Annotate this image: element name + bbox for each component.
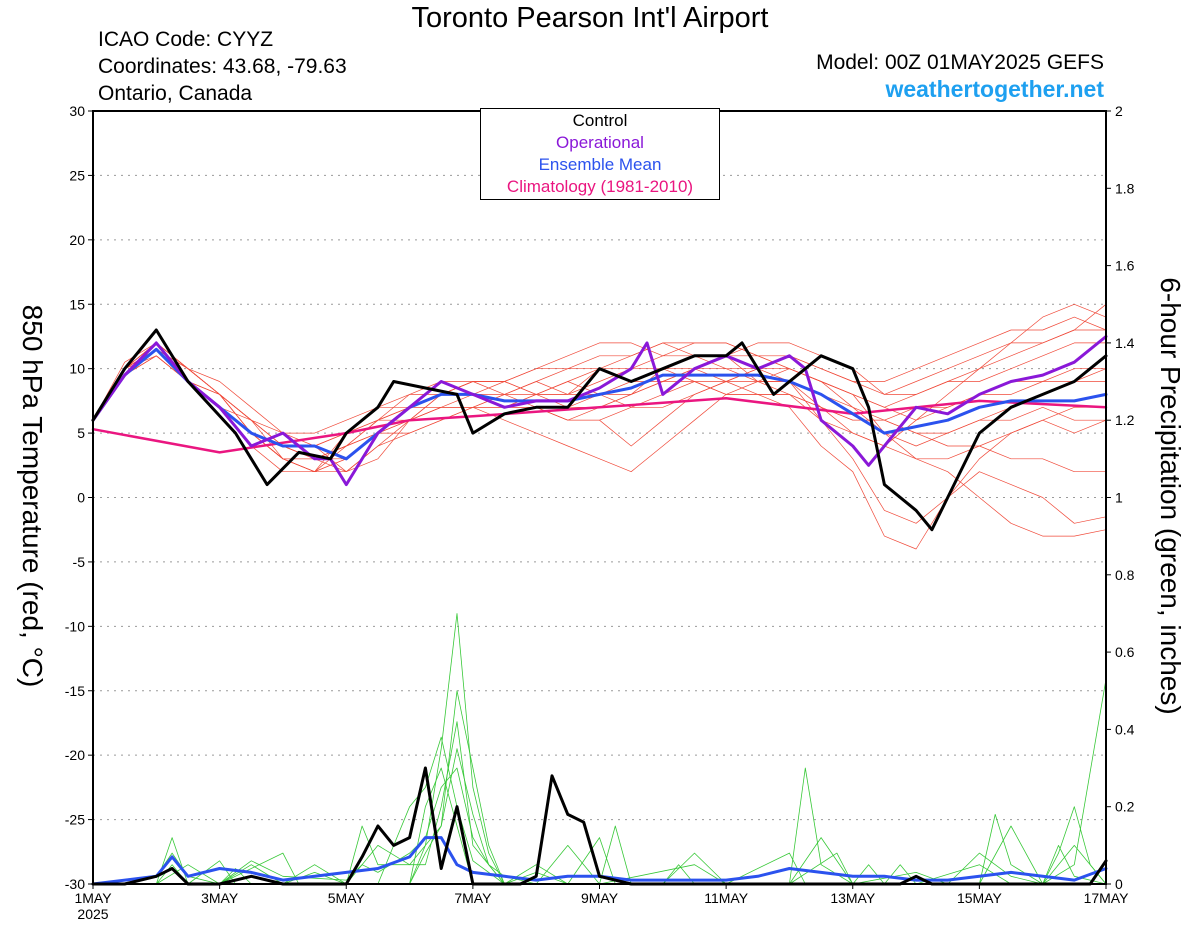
y-tick-label-right: 0 [1115,876,1123,892]
y-tick-label-left: 0 [77,490,85,506]
y-tick-label-right: 1.2 [1115,412,1135,428]
x-tick-label: 3MAY [201,890,239,906]
y-tick-label-left: 20 [69,232,85,248]
x-tick-label: 5MAY [328,890,366,906]
region: Ontario, Canada [98,82,253,105]
x-tick-label: 9MAY [581,890,619,906]
y-tick-label-right: 0.4 [1115,721,1135,737]
legend-item-operational: Operational [556,133,644,152]
ensemble-member-temp-line [92,355,1107,537]
ensemble-member-precip-line [92,613,1107,885]
y-tick-label-left: -15 [65,683,85,699]
ensemble-member-temp-line [92,316,1107,434]
y-tick-label-left: -20 [65,747,85,763]
ensemble-member-temp-line [92,355,1107,473]
chart-title: Toronto Pearson Int'l Airport [411,2,769,34]
y-tick-label-right: 1.8 [1115,180,1135,196]
y-tick-label-left: -10 [65,618,85,634]
y-tick-label-right: 0.6 [1115,644,1135,660]
ensemble-member-temp-line [92,342,1107,460]
y-tick-label-left: 10 [69,361,85,377]
x-tick-label: 1MAY [74,890,112,906]
y-tick-label-right: 0.2 [1115,799,1135,815]
y-tick-label-left: 25 [69,167,85,183]
ensemble-member-precip-line [92,736,1107,885]
x-tick-label: 13MAY [830,890,876,906]
control-precip-line [91,766,1108,886]
y-tick-label-right: 0.8 [1115,567,1135,583]
ensemble-member-temp-line [92,342,1107,460]
y-tick-label-left: 15 [69,296,85,312]
x-tick-label: 17MAY [1084,890,1130,906]
legend: Control Operational Ensemble Mean Climat… [480,108,720,200]
y-tick-label-left: -25 [65,812,85,828]
y-tick-label-right: 1.4 [1115,335,1135,351]
ensemble-member-temp-line [92,329,1107,473]
control-temp-line [91,328,1108,532]
x-tick-label: 15MAY [957,890,1003,906]
x-year-label: 2025 [77,906,108,922]
operational-temp-line [91,335,1108,487]
y-tick-label-right: 1.6 [1115,258,1135,274]
x-tick-label: 7MAY [454,890,492,906]
x-tick-label: 11MAY [704,890,748,906]
ensemble-member-precip-line [92,721,1107,885]
icao-code: ICAO Code: CYYZ [98,28,274,51]
ensemble-member-precip-line [92,767,1107,885]
y-tick-label-left: 5 [77,425,85,441]
coordinates: Coordinates: 43.68, -79.63 [98,55,347,78]
y-tick-label-right: 1 [1115,490,1123,506]
model-info: Model: 00Z 01MAY2025 GEFS [816,51,1104,74]
legend-item-control: Control [572,111,628,130]
y-tick-label-left: -30 [65,876,85,892]
ensemble-mean-temp-line [91,347,1108,461]
ensemble-member-temp-line [92,348,1107,447]
ensemble-mean-precip-line [91,836,1108,886]
y-tick-label-right: 2 [1115,103,1123,119]
legend-item-ensemble-mean: Ensemble Mean [538,155,662,174]
site-link[interactable]: weathertogether.net [885,76,1104,102]
ensemble-member-precip-line [92,690,1107,885]
ensemble-member-precip-line [92,767,1107,885]
legend-item-climatology: Climatology (1981-2010) [506,177,694,196]
y-tick-label-left: -5 [73,554,86,570]
y-tick-label-left: 30 [69,103,85,119]
ensemble-member-precip-line [92,678,1107,885]
